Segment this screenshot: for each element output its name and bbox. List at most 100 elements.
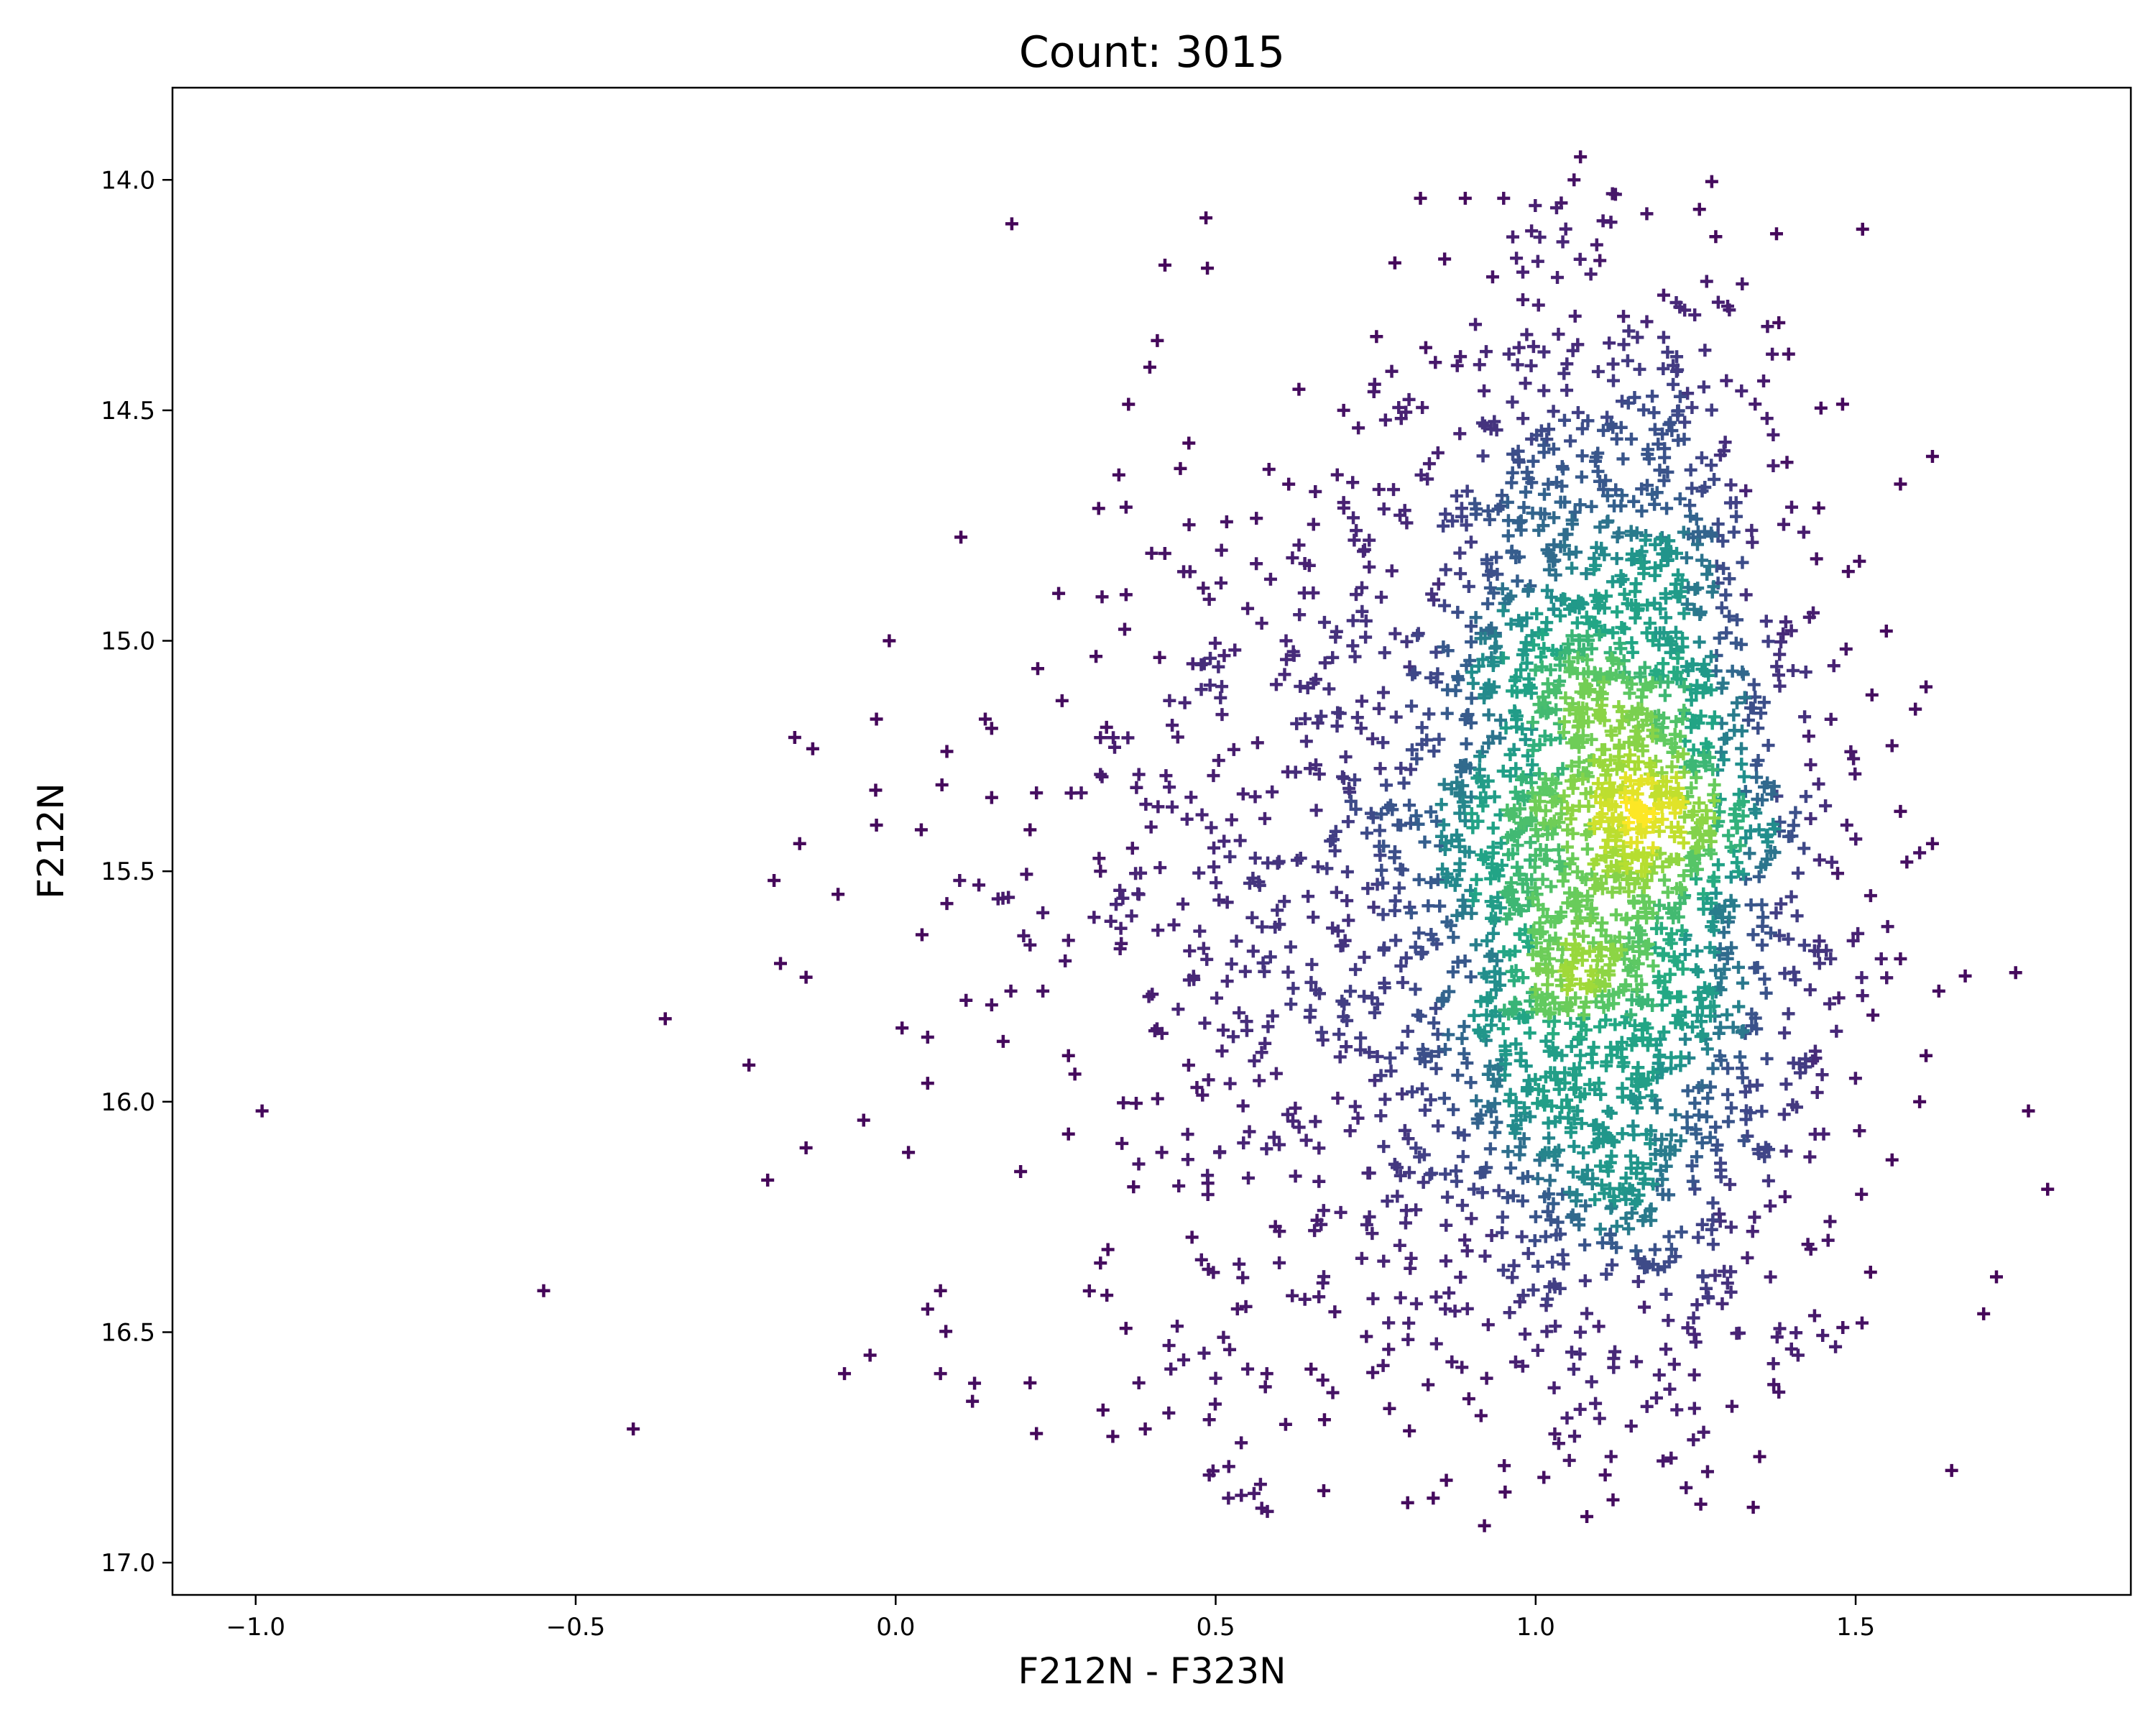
data-point [1656, 860, 1669, 873]
data-point [1312, 1174, 1326, 1188]
data-point [1358, 990, 1371, 1003]
data-point [1375, 590, 1388, 604]
data-point [1909, 702, 1922, 716]
data-point [1104, 914, 1118, 928]
data-point [1330, 468, 1344, 482]
data-point [1732, 865, 1745, 878]
data-point [1686, 826, 1700, 840]
data-point [1595, 941, 1608, 954]
data-point [1616, 489, 1629, 502]
data-point [1307, 518, 1320, 531]
data-point [1515, 1230, 1529, 1243]
data-point [1472, 659, 1485, 673]
data-point [1516, 1172, 1529, 1185]
data-point [1709, 886, 1723, 900]
data-point [1256, 920, 1269, 934]
data-point [1761, 320, 1774, 334]
data-point [1537, 487, 1551, 501]
data-point [1797, 525, 1810, 539]
data-point [1866, 1008, 1880, 1022]
data-point [1457, 1020, 1471, 1034]
data-point [1705, 459, 1718, 472]
data-point [1404, 1251, 1418, 1265]
data-point [1162, 1406, 1176, 1420]
data-point [978, 712, 992, 726]
data-point [1798, 710, 1812, 724]
data-point [1360, 1218, 1373, 1232]
data-point [1273, 1138, 1286, 1151]
data-point [1514, 802, 1527, 816]
data-point [1498, 1485, 1512, 1499]
data-point [1584, 267, 1598, 281]
data-point [1342, 782, 1356, 796]
data-point [1575, 1117, 1588, 1131]
data-point [1217, 649, 1231, 663]
data-point [1359, 630, 1373, 644]
data-point [1671, 820, 1685, 834]
data-point [1564, 812, 1577, 826]
data-point [1718, 962, 1731, 976]
data-point [1258, 1380, 1272, 1394]
data-point [1005, 217, 1018, 231]
data-point [1473, 763, 1486, 776]
x-tick-label: 0.0 [876, 1613, 915, 1642]
data-point [1557, 715, 1571, 729]
data-point [1856, 989, 1869, 1003]
data-point [1540, 584, 1554, 597]
data-point [1651, 779, 1665, 793]
data-point [1238, 965, 1252, 978]
data-point [1721, 1115, 1735, 1128]
data-point [1106, 1430, 1120, 1443]
data-point [1410, 752, 1424, 765]
data-point [1388, 256, 1401, 270]
data-point [1706, 915, 1720, 929]
data-point [1181, 1128, 1194, 1141]
data-point [1580, 828, 1593, 842]
data-point [1220, 896, 1234, 909]
data-point [1473, 358, 1486, 372]
data-point [1504, 617, 1518, 631]
data-point [1587, 1118, 1600, 1132]
data-point [1638, 1172, 1651, 1186]
data-point [1220, 515, 1233, 529]
data-point [1770, 660, 1784, 673]
data-point [1807, 606, 1820, 620]
data-point [1450, 873, 1464, 886]
data-point [1671, 955, 1685, 969]
data-point [1662, 1230, 1676, 1243]
data-point [1739, 484, 1753, 497]
data-point [1743, 1080, 1756, 1093]
data-point [1593, 712, 1607, 725]
data-point [1554, 495, 1567, 509]
data-point [1588, 1193, 1602, 1207]
data-point [1253, 1478, 1267, 1491]
data-point [1412, 873, 1426, 886]
data-point [1703, 843, 1716, 857]
data-point [1787, 1057, 1800, 1070]
data-point [1377, 1140, 1391, 1154]
data-point [1514, 663, 1528, 677]
data-point [1656, 1063, 1669, 1077]
data-point [1580, 567, 1593, 581]
data-point [1600, 410, 1614, 424]
data-point [1261, 1020, 1275, 1034]
data-point [1636, 1214, 1650, 1228]
data-point [1534, 842, 1547, 856]
data-point [1429, 645, 1443, 659]
data-point [1865, 688, 1879, 702]
data-point [1677, 869, 1691, 883]
data-point [1506, 466, 1519, 479]
data-point [1498, 1068, 1512, 1082]
data-point [1603, 776, 1616, 790]
data-point [1429, 1062, 1443, 1075]
data-point [1714, 745, 1728, 759]
data-point [1772, 668, 1785, 682]
data-point [1642, 452, 1656, 466]
data-point [1451, 1069, 1465, 1082]
data-point [1687, 1311, 1700, 1325]
data-point [1593, 520, 1607, 534]
data-point [1542, 1131, 1556, 1145]
data-point [1617, 840, 1631, 853]
data-point [1424, 1093, 1437, 1107]
data-point [1548, 915, 1562, 929]
